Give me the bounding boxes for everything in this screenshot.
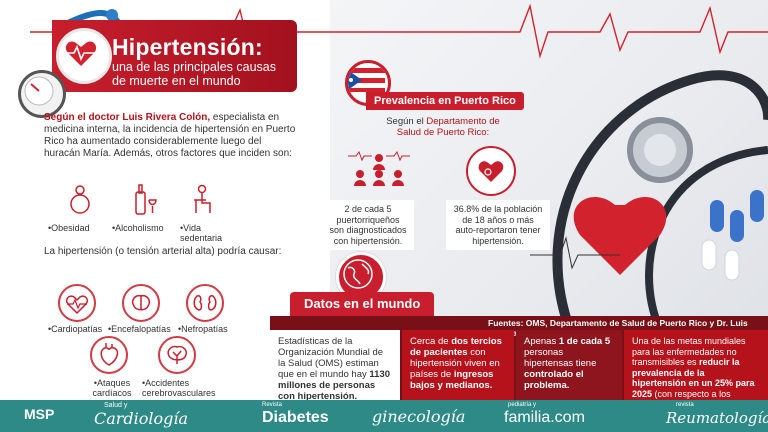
diabetes-logo[interactable]: Diabetes <box>262 409 329 426</box>
world-stat-highlight: reducir la prevalencia de la hipertensió… <box>632 357 755 399</box>
familia-logo[interactable]: familia.com <box>504 409 585 426</box>
cardiologia-logo-prefix: Salud y <box>104 402 128 409</box>
world-stat-highlight: ingresos bajos y medianos. <box>410 369 494 391</box>
heart-stethoscope-icon <box>466 146 516 196</box>
world-stat-who: Estadísticas de la Organización Mundial … <box>270 330 400 402</box>
factor-label: •Alcoholismo <box>112 223 164 233</box>
heart-pulse-icon <box>58 284 96 322</box>
world-stat-text: con hipertensión viven en países de <box>410 347 500 380</box>
person-icon <box>70 185 90 214</box>
page-title: Hipertensión: <box>112 34 263 60</box>
world-stat-text: Apenas <box>524 336 559 347</box>
factor-obesity: •Obesidad <box>48 182 98 233</box>
people-group-icon <box>348 150 410 186</box>
wine-bottle-icon <box>135 184 157 215</box>
stat-percentage: 36.8% de la población de 18 años o más a… <box>446 200 550 250</box>
cause-label: •Ataques cardíacos <box>92 378 132 398</box>
stat-two-of-five: 2 de cada 5 puertorriqueños son diagnost… <box>322 200 414 250</box>
prevalence-source: Según el Departamento de Salud de Puerto… <box>378 116 508 138</box>
cause-label: •Nefropatías <box>178 324 228 334</box>
cause-cardiopathies: •Cardiopatías <box>48 284 128 334</box>
world-stat-income: Cerca de dos tercios de pacientes con hi… <box>402 330 514 400</box>
world-stat-controlled: Apenas 1 de cada 5 personas hipertensas … <box>516 330 622 400</box>
cause-nephropathies: •Nefropatías <box>178 284 258 334</box>
world-stat-text: Estadísticas de la Organización Mundial … <box>278 336 384 380</box>
world-stat-highlight: controlado el problema. <box>524 369 584 391</box>
reumatologia-logo-prefix: revista <box>676 402 694 408</box>
kidneys-icon <box>186 284 224 322</box>
familia-logo-prefix: pediatría y <box>508 402 537 408</box>
world-stat-highlight: dos tercios de pacientes <box>410 336 502 358</box>
intro-body: especialista en medicina interna, la inc… <box>44 112 296 159</box>
prevalence-source-name: Departamento de Salud de Puerto Rico: <box>396 116 500 138</box>
diabetes-logo-prefix: Revista <box>262 402 283 408</box>
page-subtitle: una de las principales causas de muerte … <box>112 60 276 88</box>
footer-logos-bar: MSP Salud y Cardiología Revista Diabetes… <box>0 400 768 432</box>
stethoscope-photo <box>330 0 768 330</box>
cause-label: •Encefalopatías <box>108 324 171 334</box>
world-heading: Datos en el mundo <box>290 292 434 316</box>
cause-heart-attacks: •Ataques cardíacos <box>82 336 142 398</box>
reumatologia-logo[interactable]: Reumatología <box>666 409 768 427</box>
prevalence-heading: Prevalencia en Puerto Rico <box>366 92 524 110</box>
ginecologia-logo[interactable]: ginecología <box>372 407 466 426</box>
cause-label: •Accidentes cerebrovasculares <box>142 378 216 398</box>
cause-encephalopathies: •Encefalopatías <box>108 284 188 334</box>
factor-sedentary: •Vida sedentaria <box>180 182 232 243</box>
brain-vessels-icon <box>158 336 196 374</box>
causes-intro: La hipertensión (o tensión arterial alta… <box>44 246 282 257</box>
world-stat-text: Una de las metas mundiales para las enfe… <box>632 336 746 367</box>
prevalence-source-intro: Según el <box>386 116 424 127</box>
factor-alcohol: •Alcoholismo <box>112 182 164 233</box>
blood-pressure-gauge-icon <box>18 70 66 118</box>
heart-rate-icon <box>56 28 112 84</box>
world-stat-highlight: 1 de cada 5 <box>558 336 611 347</box>
msp-logo[interactable]: MSP <box>24 406 55 422</box>
cause-strokes: •Accidentes cerebrovasculares <box>142 336 272 398</box>
world-stat-goal: Una de las metas mundiales para las enfe… <box>624 330 768 409</box>
intro-text: Según el doctor Luis Rivera Colón, espec… <box>44 112 299 160</box>
cardiologia-logo[interactable]: Cardiología <box>94 409 189 428</box>
doctor-name: Según el doctor Luis Rivera Colón, <box>44 112 211 123</box>
heart-organ-icon <box>90 336 128 374</box>
brain-icon <box>122 284 160 322</box>
cause-label: •Cardiopatías <box>48 324 103 334</box>
sitting-person-icon <box>194 184 211 213</box>
world-stat-text: personas hipertensas tiene <box>524 347 597 369</box>
factor-label: •Vida sedentaria <box>180 223 223 243</box>
world-stat-highlight: 1130 millones de personas con hipertensi… <box>278 369 390 402</box>
world-stat-text: Cerca de <box>410 336 452 347</box>
factor-label: •Obesidad <box>48 223 90 233</box>
